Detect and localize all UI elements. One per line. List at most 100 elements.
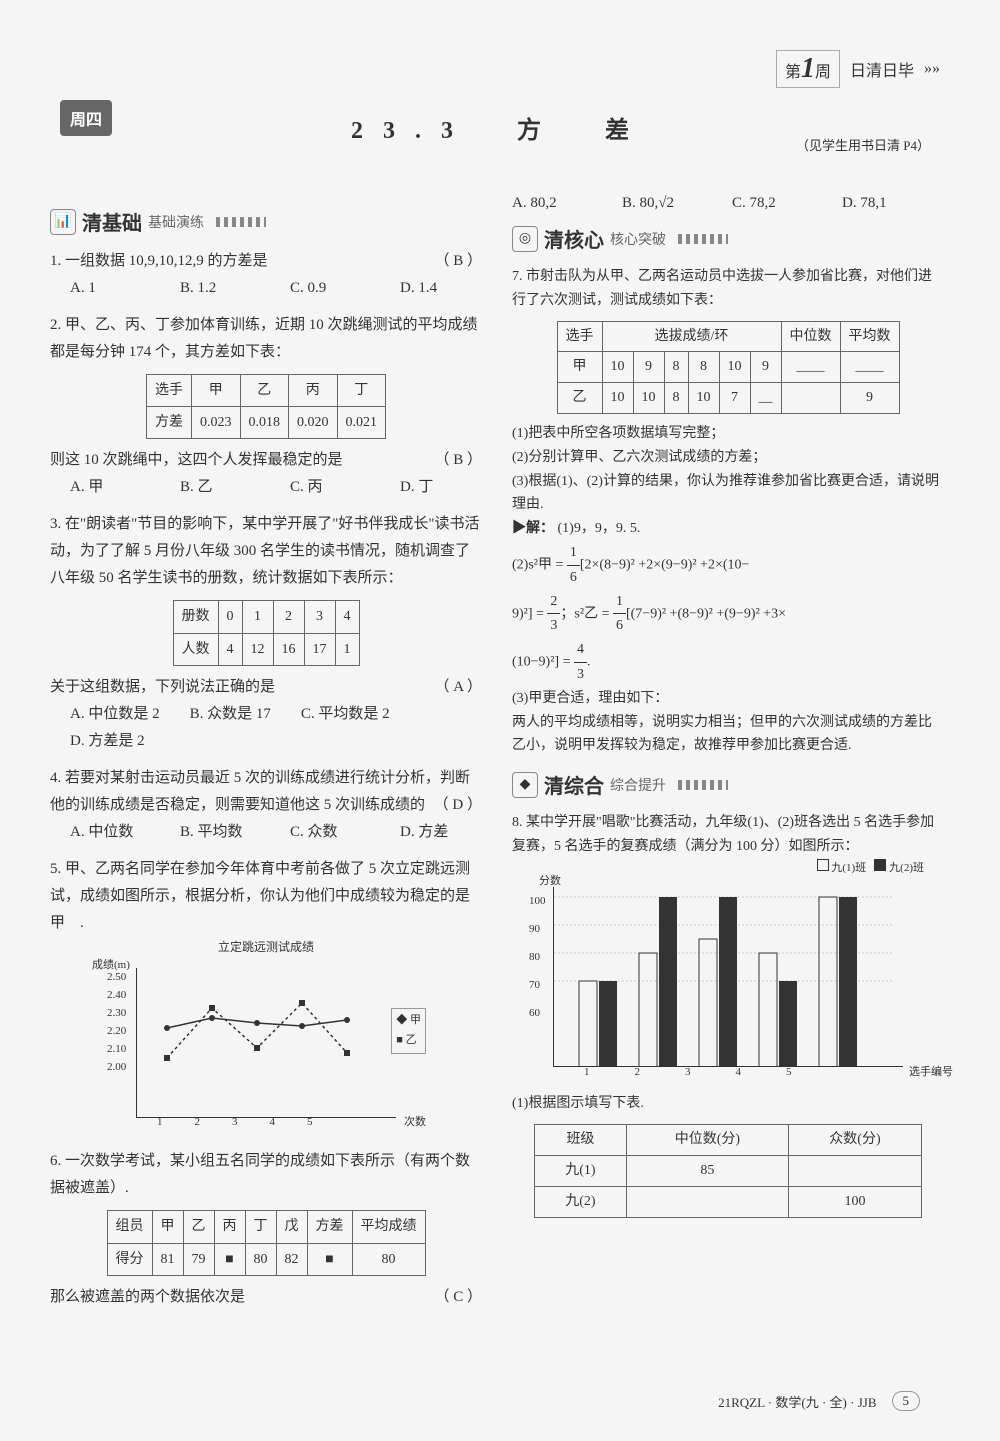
q2-opt-a: A. 甲 xyxy=(70,474,150,501)
left-column: 📊 清基础 基础演练 1. 一组数据 10,9,10,12,9 的方差是 （ B… xyxy=(50,195,482,1321)
stripes-icon xyxy=(678,780,728,790)
cell: 0 xyxy=(218,601,242,633)
q1-text: 1. 一组数据 10,9,10,12,9 的方差是 xyxy=(50,253,268,269)
cell: 4 xyxy=(335,601,359,633)
section-basic-title: 清基础 xyxy=(82,207,142,236)
cell: __ xyxy=(750,383,781,414)
section-core-sub: 核心突破 xyxy=(610,229,666,249)
q7-sol1: (1)9，9，9. 5. xyxy=(558,521,641,536)
cell: 82 xyxy=(276,1243,307,1275)
tick: 5 xyxy=(307,1113,313,1133)
cell: ■ xyxy=(214,1243,245,1275)
cell: 10 xyxy=(602,383,633,414)
cell: 九(1) xyxy=(534,1156,627,1187)
cell: 0.021 xyxy=(337,407,386,439)
q1-opt-b: B. 1.2 xyxy=(180,275,260,302)
cell: 100 xyxy=(788,1186,922,1217)
cell: 3 xyxy=(304,601,335,633)
q4-answer: （ D ） xyxy=(434,792,482,819)
tick: 4 xyxy=(736,1063,742,1082)
q7-sub3: (3)根据(1)、(2)计算的结果，你认为推荐谁参加省比赛更合适，请说明理由. xyxy=(512,470,944,518)
cell xyxy=(788,1156,922,1187)
q3-opt-b: B. 众数是 17 xyxy=(190,701,271,728)
q2-text: 2. 甲、乙、丙、丁参加体育训练，近期 10 次跳绳测试的平均成绩都是每分钟 1… xyxy=(50,317,478,360)
q2-opt-d: D. 丁 xyxy=(400,474,480,501)
cell: 册数 xyxy=(173,601,218,633)
q7-sub1: (1)把表中所空各项数据填写完整； xyxy=(512,422,944,446)
q7-sol2-line3: (10−9)²] = 43. xyxy=(512,638,944,687)
cell: 丁 xyxy=(245,1211,276,1243)
arrow-icon: »» xyxy=(924,60,940,78)
q4-opt-a: A. 中位数 xyxy=(70,819,150,846)
q3-table: 册数 0 1 2 3 4 人数 4 12 16 17 1 xyxy=(173,600,360,665)
cell: ■ xyxy=(307,1243,352,1275)
q6-opt-a: A. 80,2 xyxy=(512,195,592,212)
right-column: A. 80,2 B. 80,√2 C. 78,2 D. 78,1 ◎ 清核心 核… xyxy=(512,195,944,1321)
cell: 10 xyxy=(633,383,664,414)
cell: 甲 xyxy=(192,375,241,407)
week-suffix: 周 xyxy=(815,58,831,82)
section-core-head: ◎ 清核心 核心突破 xyxy=(512,224,944,253)
q2-answer: （ B ） xyxy=(434,447,482,474)
cell: 方差 xyxy=(307,1211,352,1243)
tick: 3 xyxy=(232,1113,238,1133)
tick: 2 xyxy=(195,1113,201,1133)
tick: 60 xyxy=(529,999,546,1027)
q2-after: 则这 10 次跳绳中，这四个人发挥最稳定的是 xyxy=(50,452,343,468)
cell: 8 xyxy=(664,383,688,414)
q8-table: 班级 中位数(分) 众数(分) 九(1) 85 九(2) 100 xyxy=(534,1124,923,1217)
week-number: 1 xyxy=(801,53,815,85)
cell: 81 xyxy=(152,1243,183,1275)
cell: 80 xyxy=(245,1243,276,1275)
section-comp-title: 清综合 xyxy=(544,770,604,799)
q4-text: 4. 若要对某射击运动员最近 5 次的训练成绩进行统计分析，判断他的训练成绩是否… xyxy=(50,770,470,813)
cell: 组员 xyxy=(107,1211,152,1243)
stripes-icon xyxy=(216,217,266,227)
cell: 4 xyxy=(218,633,242,665)
cell: 平均数 xyxy=(840,321,899,352)
cell: 甲 xyxy=(557,352,602,383)
cell: ____ xyxy=(781,352,840,383)
cell: 平均成绩 xyxy=(352,1211,425,1243)
tick: 2.00 xyxy=(107,1058,126,1076)
cell: 乙 xyxy=(183,1211,214,1243)
bar-chart-icon: 📊 xyxy=(50,209,76,235)
q6-opt-c: C. 78,2 xyxy=(732,195,812,212)
cell: 9 xyxy=(633,352,664,383)
q5-chart-title: 立定跳远测试成绩 xyxy=(50,937,482,959)
question-4: 4. 若要对某射击运动员最近 5 次的训练成绩进行统计分析，判断他的训练成绩是否… xyxy=(50,765,482,846)
q3-opt-c: C. 平均数是 2 xyxy=(301,701,390,728)
question-3: 3. 在"朗读者"节目的影响下，某中学开展了"好书伴我成长"读书活动，为了了解 … xyxy=(50,511,482,754)
q5-text: 5. 甲、乙两名同学在参加今年体育中考前各做了 5 次立定跳远测试，成绩如图所示… xyxy=(50,861,485,931)
tick: 3 xyxy=(685,1063,691,1082)
cell: 8 xyxy=(664,352,688,383)
legend-yi: ■ 乙 xyxy=(396,1031,421,1051)
cell: 得分 xyxy=(107,1243,152,1275)
q1-answer: （ B ） xyxy=(434,248,482,275)
tick: 2.20 xyxy=(107,1022,126,1040)
q3-after: 关于这组数据，下列说法正确的是 xyxy=(50,679,275,695)
q5-x-label: 次数 xyxy=(404,1113,426,1133)
page-header: 第 1 周 日清日毕 »» xyxy=(776,50,940,88)
legend-jia: ◆ 甲 xyxy=(396,1011,421,1031)
section-core-title: 清核心 xyxy=(544,224,604,253)
question-8: 8. 某中学开展"唱歌"比赛活动，九年级(1)、(2)班各选出 5 名选手参加复… xyxy=(512,811,944,1217)
tick: 90 xyxy=(529,915,546,943)
cell: 众数(分) xyxy=(788,1125,922,1156)
week-box: 第 1 周 xyxy=(776,50,840,88)
cell: 80 xyxy=(352,1243,425,1275)
q6-opt-b: B. 80,√2 xyxy=(622,195,702,212)
q6-text: 6. 一次数学考试，某小组五名同学的成绩如下表所示（有两个数据被遮盖）. xyxy=(50,1153,470,1196)
cell xyxy=(781,383,840,414)
q7-sub2: (2)分别计算甲、乙六次测试成绩的方差； xyxy=(512,446,944,470)
stripes-icon xyxy=(678,234,728,244)
tick: 2.40 xyxy=(107,986,126,1004)
section-comp-head: ◆ 清综合 综合提升 xyxy=(512,770,944,799)
cell: 1 xyxy=(335,633,359,665)
section-basic-head: 📊 清基础 基础演练 xyxy=(50,207,482,236)
cell: 中位数(分) xyxy=(627,1125,788,1156)
q8-bar-chart: 分数 100 90 80 70 60 xyxy=(553,887,903,1067)
week-prefix: 第 xyxy=(785,58,801,82)
header-slogan: 日清日毕 xyxy=(850,57,914,81)
cell: ____ xyxy=(840,352,899,383)
